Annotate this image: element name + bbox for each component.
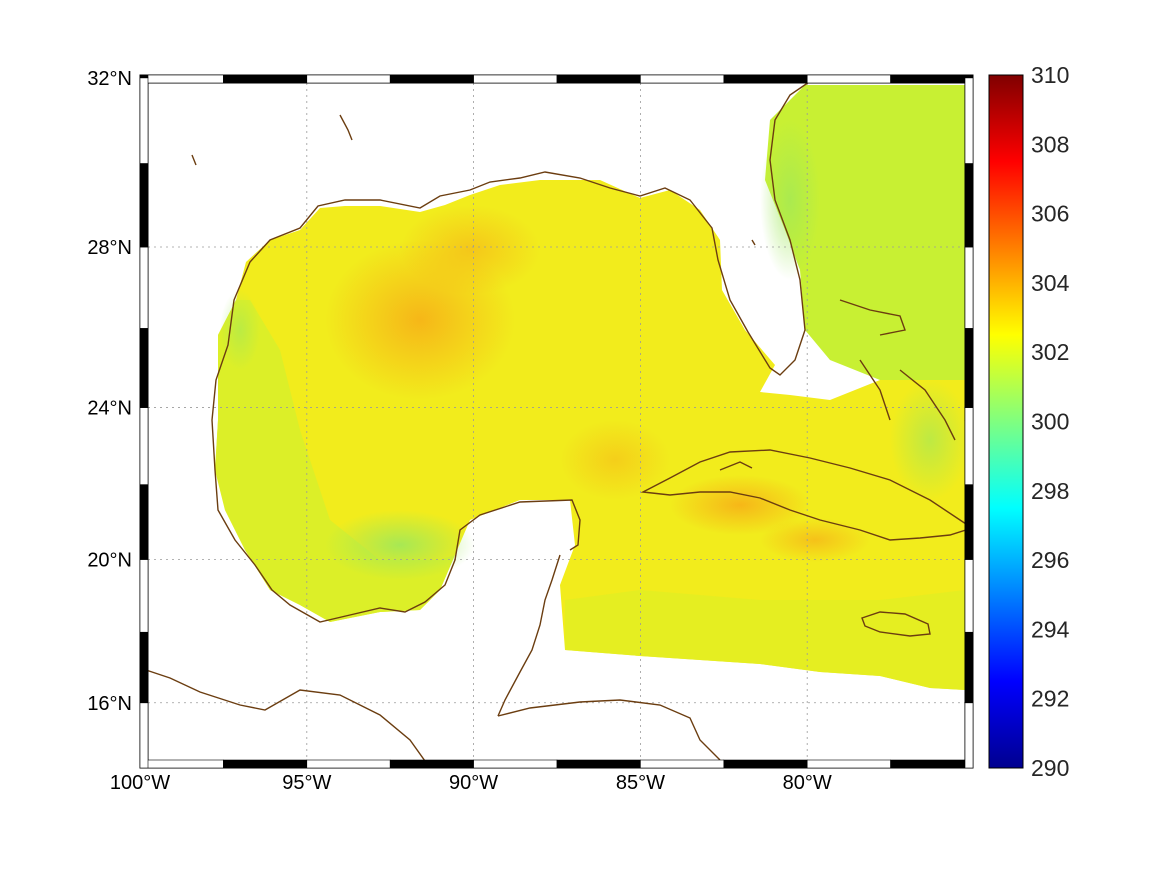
frame-segment bbox=[640, 759, 725, 769]
frame-segment bbox=[139, 407, 149, 485]
frame-segment bbox=[389, 74, 474, 84]
coastline-us-gulf bbox=[211, 77, 816, 471]
colorbar-tick-label: 310 bbox=[1031, 62, 1069, 88]
west-gulf-cool bbox=[215, 300, 455, 622]
frame-segment bbox=[964, 559, 974, 633]
y-tick-label: 32°N bbox=[87, 68, 132, 90]
coastline-pacific-mexico bbox=[139, 667, 431, 769]
frame-segment bbox=[806, 759, 891, 769]
x-tick-labels: 100°W 95°W 90°W 85°W 80°W bbox=[110, 772, 832, 794]
frame-segment bbox=[964, 407, 974, 485]
frame-segment bbox=[139, 246, 149, 329]
coastline-mexico-gulf bbox=[214, 469, 581, 623]
frame-segment bbox=[556, 74, 641, 84]
x-tick-label: 85°W bbox=[616, 772, 665, 794]
coastline-cuba bbox=[640, 449, 974, 541]
frame-segment bbox=[964, 246, 974, 329]
frame-segment bbox=[139, 77, 149, 164]
map-frame bbox=[139, 74, 974, 769]
coastline-bahamas bbox=[839, 299, 956, 441]
frame-segment bbox=[223, 759, 308, 769]
coastlines bbox=[139, 77, 974, 769]
frame-segment bbox=[139, 759, 224, 769]
x-tick-label: 95°W bbox=[282, 772, 331, 794]
colorbar-tick-label: 294 bbox=[1031, 616, 1070, 642]
frame-segment bbox=[306, 759, 391, 769]
y-tick-label: 16°N bbox=[87, 693, 132, 715]
colorbar-tick-label: 308 bbox=[1031, 131, 1069, 157]
warm-spot-south-cuba bbox=[670, 475, 810, 535]
frame-segment bbox=[139, 484, 149, 560]
coastline-central-america bbox=[497, 699, 721, 761]
frame-segment bbox=[890, 759, 974, 769]
frame-segment bbox=[964, 631, 974, 704]
frame-segment bbox=[139, 702, 149, 769]
colorbar-tick-label: 298 bbox=[1031, 478, 1069, 504]
cool-spot-texas bbox=[220, 290, 260, 370]
frame-segment bbox=[964, 77, 974, 164]
frame-segment bbox=[389, 759, 474, 769]
colorbar-tick-label: 304 bbox=[1031, 270, 1070, 296]
y-tick-label: 20°N bbox=[87, 550, 132, 572]
x-tick-label: 90°W bbox=[449, 772, 498, 794]
frame-segment bbox=[964, 484, 974, 560]
cool-spot-florida-coast bbox=[760, 120, 820, 280]
frame-segment bbox=[139, 74, 149, 79]
warm-spot-northern-gulf bbox=[400, 205, 540, 295]
y-tick-label: 28°N bbox=[87, 237, 132, 259]
sst-field bbox=[215, 85, 965, 690]
x-tick-label: 80°W bbox=[783, 772, 832, 794]
cool-spot-bahamas bbox=[890, 380, 965, 500]
frame-segment bbox=[964, 328, 974, 408]
frame-segment bbox=[139, 559, 149, 633]
frame-segment bbox=[139, 631, 149, 704]
frame-segment bbox=[473, 759, 558, 769]
warm-spot-yucatan-channel bbox=[560, 420, 670, 500]
colorbar-tick-label: 292 bbox=[1031, 686, 1069, 712]
x-tick-label: 100°W bbox=[110, 772, 170, 794]
frame-segment bbox=[723, 759, 808, 769]
y-tick-label: 24°N bbox=[87, 398, 132, 420]
colorbar-tick-label: 300 bbox=[1031, 409, 1069, 435]
frame-segment bbox=[139, 163, 149, 248]
frame-segment bbox=[890, 74, 974, 84]
frame-segment bbox=[806, 74, 891, 84]
colorbar: 290 292 294 296 298 300 302 304 306 308 … bbox=[988, 62, 1070, 781]
frame-segment bbox=[223, 74, 308, 84]
caribbean-cool bbox=[565, 590, 965, 690]
colorbar-tick-label: 290 bbox=[1031, 755, 1069, 781]
frame-segment bbox=[964, 74, 974, 79]
colorbar-tick-labels: 290 292 294 296 298 300 302 304 306 308 … bbox=[1031, 62, 1070, 781]
frame-segment bbox=[306, 74, 391, 84]
frame-segment bbox=[964, 702, 974, 769]
frame-segment bbox=[640, 74, 725, 84]
frame-segment bbox=[473, 74, 558, 84]
colorbar-tick-label: 296 bbox=[1031, 547, 1069, 573]
coastline-jamaica bbox=[861, 611, 931, 637]
frame-segment bbox=[556, 759, 641, 769]
frame-segment bbox=[139, 74, 224, 84]
coastline-islands bbox=[191, 114, 756, 471]
warm-spot-caribbean bbox=[760, 518, 870, 562]
colorbar-gradient bbox=[988, 74, 1024, 769]
y-tick-labels: 16°N 20°N 24°N 28°N 32°N bbox=[87, 68, 132, 715]
frame-segment bbox=[964, 163, 974, 248]
colorbar-tick-label: 306 bbox=[1031, 201, 1069, 227]
frame-segment bbox=[139, 328, 149, 408]
cool-spot-campeche bbox=[325, 510, 475, 580]
coastline-yucatan-east bbox=[497, 554, 561, 717]
colorbar-tick-label: 302 bbox=[1031, 339, 1069, 365]
frame-segment bbox=[723, 74, 808, 84]
